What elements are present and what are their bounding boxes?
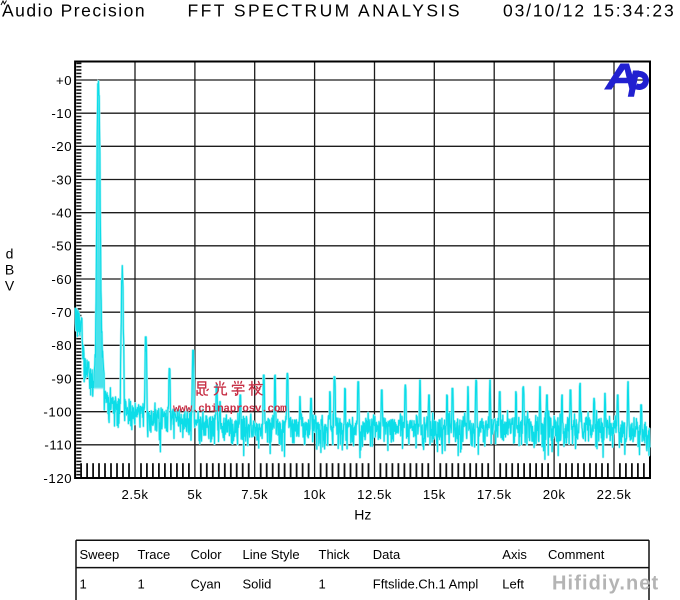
svg-text:5k: 5k [187,487,202,502]
svg-text:Fftslide.Ch.1 Ampl: Fftslide.Ch.1 Ampl [373,576,479,591]
svg-text:Left: Left [502,576,524,591]
svg-text:-110: -110 [44,438,72,453]
svg-text:1: 1 [319,576,326,591]
svg-text:www.chinaprosv.com: www.chinaprosv.com [173,404,287,416]
svg-text:17.5k: 17.5k [477,487,512,502]
svg-text:Axis: Axis [502,547,527,562]
svg-text:1: 1 [80,576,87,591]
svg-text:22.5k: 22.5k [597,487,632,502]
svg-text:Hz: Hz [354,507,371,523]
svg-text:V: V [5,277,15,293]
svg-text:+0: +0 [56,73,72,88]
svg-text:03/10/12 15:34:23: 03/10/12 15:34:23 [503,1,676,21]
svg-text:Color: Color [191,547,223,562]
svg-text:-90: -90 [51,371,72,386]
svg-text:15k: 15k [423,487,446,502]
svg-text:20k: 20k [543,487,566,502]
svg-text:-70: -70 [51,305,72,320]
svg-text:-10: -10 [51,106,72,121]
svg-text:Data: Data [373,547,401,562]
svg-text:-80: -80 [51,338,72,353]
svg-text:Thick: Thick [319,547,351,562]
svg-text:2.5k: 2.5k [122,487,149,502]
svg-text:-20: -20 [51,139,72,154]
svg-text:d: d [6,246,14,262]
svg-text:-50: -50 [51,239,72,254]
svg-text:Cyan: Cyan [191,576,221,591]
svg-text:-40: -40 [51,206,72,221]
svg-text:-30: -30 [51,172,72,187]
svg-text:-60: -60 [51,272,72,287]
svg-text:12.5k: 12.5k [357,487,392,502]
svg-text:FFT SPECTRUM ANALYSIS: FFT SPECTRUM ANALYSIS [188,1,462,21]
svg-text:Trace: Trace [138,547,171,562]
svg-text:Comment: Comment [548,547,605,562]
svg-text:Solid: Solid [243,576,272,591]
svg-text:Audio Precision: Audio Precision [2,1,146,21]
svg-text:Hifidiy.net: Hifidiy.net [552,573,659,595]
svg-text:-100: -100 [43,405,72,420]
svg-text:Sweep: Sweep [80,547,120,562]
svg-text:10k: 10k [303,487,326,502]
svg-text:1: 1 [138,576,145,591]
svg-text:B: B [5,261,14,277]
svg-text:Line Style: Line Style [243,547,300,562]
svg-text:7.5k: 7.5k [241,487,268,502]
svg-text:-120: -120 [43,471,72,486]
